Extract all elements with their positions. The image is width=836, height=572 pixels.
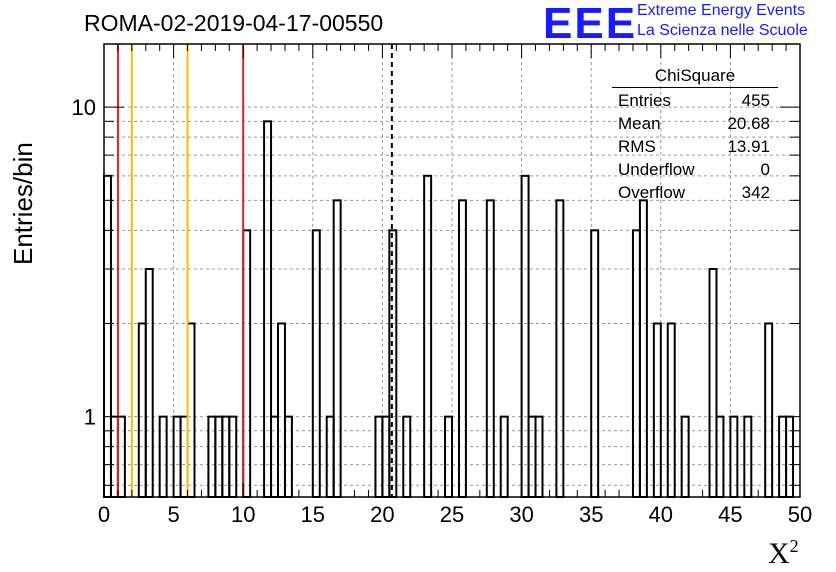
histogram-bar (103, 174, 112, 498)
y-tick-label: 1 (84, 405, 96, 430)
histogram-bar (263, 120, 273, 499)
histogram-bar (666, 322, 676, 498)
stats-label: Entries (618, 91, 671, 110)
stats-row-overflow: Overflow 342 (612, 181, 778, 204)
histogram-bar (457, 199, 467, 498)
stats-title: ChiSquare (612, 66, 778, 88)
histogram-bar (652, 322, 662, 498)
histogram-bar (144, 267, 154, 498)
stats-label: Overflow (618, 183, 686, 202)
stats-value: 13.91 (727, 137, 770, 156)
histogram-bar (638, 199, 648, 498)
histogram-bar (485, 199, 495, 498)
histogram-bar (708, 267, 718, 498)
stats-row-rms: RMS 13.91 (612, 135, 778, 158)
eee-logo: EEE (543, 0, 638, 48)
histogram-bar (242, 229, 252, 498)
histogram-bar (764, 322, 774, 498)
x-tick-label: 25 (440, 502, 464, 527)
histogram-bar (277, 322, 286, 498)
marker-lines (116, 44, 393, 497)
x-tick-label: 30 (509, 502, 533, 527)
histogram-bar (311, 229, 321, 498)
stats-value: 0 (760, 160, 770, 179)
stats-row-underflow: Underflow 0 (612, 158, 778, 181)
x-tick-label: 10 (231, 502, 255, 527)
y-tick-label: 10 (72, 95, 96, 120)
stats-value: 20.68 (727, 114, 770, 133)
chart-title: ROMA-02-2019-04-17-00550 (84, 10, 384, 36)
x-tick-label: 50 (788, 502, 812, 527)
stats-value: 455 (741, 91, 770, 110)
x-tick-label: 35 (579, 502, 603, 527)
histogram-bar (186, 322, 196, 498)
logo-line-1: Extreme Energy Events (637, 2, 806, 19)
histogram-bar (590, 229, 600, 498)
stats-label: RMS (618, 137, 656, 156)
histogram-bar (137, 322, 147, 498)
histogram-bar (332, 199, 342, 498)
x-axis-label: X2 (768, 536, 799, 570)
histogram-bar (555, 199, 565, 498)
x-tick-label: 45 (718, 502, 742, 527)
x-tick-label: 5 (167, 502, 179, 527)
stats-value: 342 (741, 183, 770, 202)
x-tick-label: 0 (98, 502, 110, 527)
histogram-bar (631, 229, 641, 498)
histogram-bar (423, 174, 433, 498)
histogram-bar (520, 174, 530, 498)
stats-box: ChiSquare Entries 455 Mean 20.68 RMS 13.… (612, 66, 778, 204)
stats-label: Underflow (618, 160, 695, 179)
stats-row-entries: Entries 455 (612, 89, 778, 112)
x-tick-label: 20 (370, 502, 394, 527)
logo-line-2: La Scienza nelle Scuole (637, 22, 808, 39)
x-tick-label: 15 (301, 502, 325, 527)
x-tick-label: 40 (649, 502, 673, 527)
stats-row-mean: Mean 20.68 (612, 112, 778, 135)
stats-label: Mean (618, 114, 661, 133)
